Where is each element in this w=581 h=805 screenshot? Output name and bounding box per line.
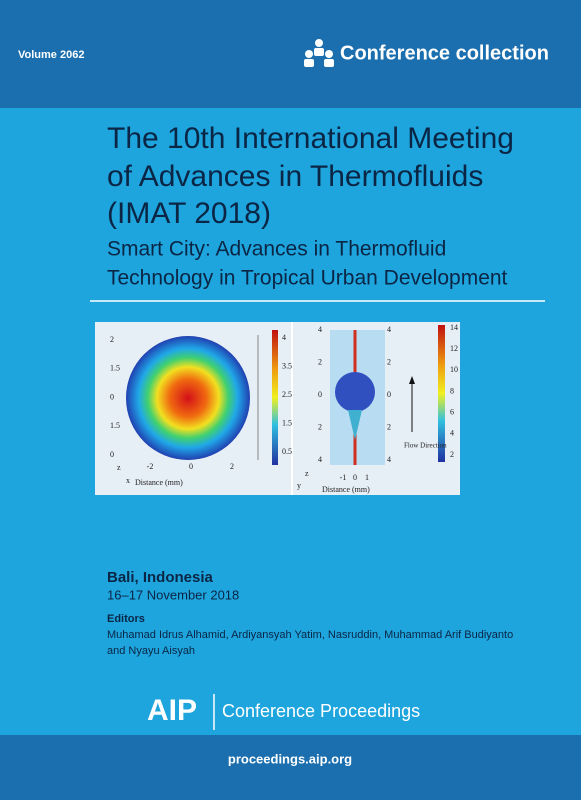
y-label: 4: [387, 325, 391, 334]
y-label: 0: [110, 392, 114, 401]
x-label: 1: [365, 473, 369, 482]
editors-heading: Editors: [107, 613, 145, 625]
axis-label: x: [126, 476, 130, 485]
title-line: (IMAT 2018): [107, 197, 271, 230]
series: Conference Proceedings: [222, 701, 420, 721]
collection: Conference collection: [340, 42, 549, 64]
heatmap-disc: [126, 336, 250, 460]
bottom-band: [0, 735, 581, 800]
collection-icon: [304, 39, 334, 67]
axis-label: z: [117, 463, 121, 472]
flow-label: Flow Direction: [404, 442, 447, 450]
title-line: The 10th International Meeting: [107, 122, 514, 155]
x-label: 0: [353, 473, 357, 482]
editors: Muhamad Idrus Alhamid, Ardiyansyah Yatim…: [107, 629, 513, 641]
y-label: 4: [318, 455, 322, 464]
colorbar-label: 3.5: [282, 361, 292, 370]
x-label: 0: [189, 462, 193, 471]
url: proceedings.aip.org: [228, 751, 352, 766]
y-label: 1.5: [110, 421, 120, 430]
y-label: 1.5: [110, 364, 120, 373]
y-label: 2: [387, 357, 391, 366]
x-label: -2: [147, 462, 154, 471]
y-label: 4: [318, 325, 322, 334]
colorbar-label: 8: [450, 386, 454, 395]
colorbar-label: 4: [282, 333, 286, 342]
colorbar-label: 14: [450, 323, 458, 332]
y-label: 2: [110, 335, 114, 344]
tail: [348, 410, 362, 440]
title: The 10th International Meeting of Advanc…: [107, 122, 514, 230]
subtitle-line: Technology in Tropical Urban Development: [107, 267, 508, 290]
editors: and Nyayu Aisyah: [107, 645, 195, 657]
y-label: 2: [387, 422, 391, 431]
y-label: 4: [387, 455, 391, 464]
bulb: [335, 372, 375, 412]
colorbar-label: 12: [450, 344, 458, 353]
colorbar-label: 2: [450, 450, 454, 459]
y-label: 0: [318, 390, 322, 399]
x-title: Distance (mm): [135, 478, 183, 487]
axis-label: y: [297, 481, 301, 490]
volume: Volume 2062: [18, 49, 84, 61]
subtitle-line: Smart City: Advances in Thermofluid: [107, 238, 446, 261]
location: Bali, Indonesia: [107, 569, 214, 586]
subtitle: Smart City: Advances in Thermofluid Tech…: [107, 238, 508, 290]
x-label: 2: [230, 462, 234, 471]
colorbar-label: 4: [450, 429, 454, 438]
y-label: 2: [318, 422, 322, 431]
dates: 16–17 November 2018: [107, 587, 239, 602]
title-line: of Advances in Thermofluids: [107, 160, 483, 193]
arrow-head: [409, 376, 415, 384]
y-label: 0: [110, 450, 114, 459]
x-label: -1: [340, 473, 347, 482]
colorbar-label: 0.5: [282, 447, 292, 456]
colorbar-label: 10: [450, 365, 458, 374]
colorbar-label: 1.5: [282, 418, 292, 427]
axis-label: z: [305, 469, 309, 478]
top-band: [0, 0, 581, 108]
y-label: 0: [387, 390, 391, 399]
brand: AIP: [147, 694, 197, 727]
colorbar-label: 2.5: [282, 390, 292, 399]
figure: 2 1.5 0 1.5 0 -2 0 2 Distance (mm) 4 3.5 2.5 1.5 0.5 z…: [95, 322, 460, 495]
colorbar: [438, 325, 445, 462]
y-label: 2: [318, 357, 322, 366]
colorbar: [272, 330, 278, 465]
x-title: Distance (mm): [322, 485, 370, 494]
colorbar-label: 6: [450, 407, 454, 416]
